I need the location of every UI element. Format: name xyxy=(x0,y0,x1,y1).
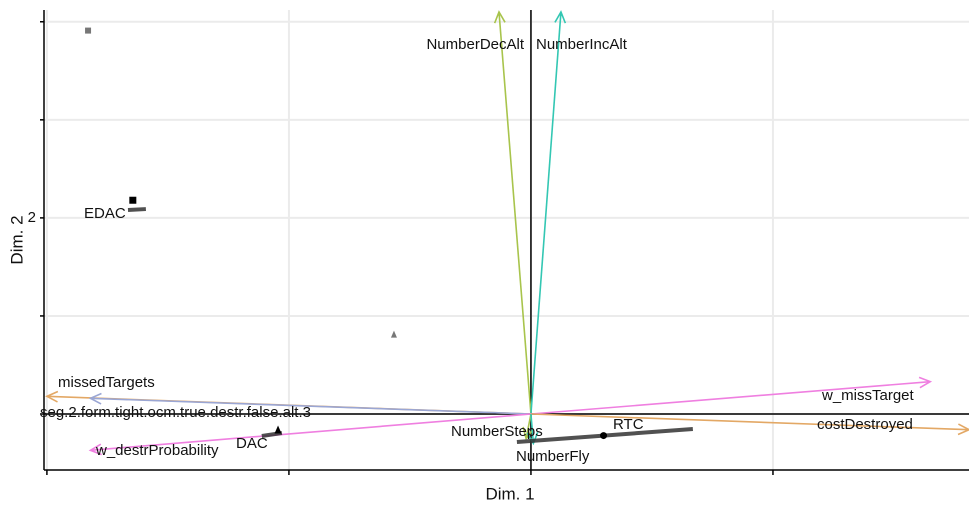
vector xyxy=(90,397,531,415)
point-label: RTC xyxy=(613,416,644,433)
vector xyxy=(525,413,532,439)
vector-label: NumberFly xyxy=(516,448,590,465)
point xyxy=(390,330,397,338)
vector-label: w_destrProbability xyxy=(95,442,219,459)
vector-label: costDestroyed xyxy=(817,416,913,433)
vector xyxy=(498,11,532,415)
spread-line xyxy=(127,207,146,213)
vector xyxy=(530,11,562,415)
vector xyxy=(90,413,532,452)
arrow-head xyxy=(554,10,567,24)
vector-label: missedTargets xyxy=(58,374,155,391)
point-label: DAC xyxy=(236,435,268,452)
spread-line xyxy=(261,431,283,438)
point xyxy=(85,27,92,34)
arrow-head xyxy=(526,431,539,446)
plot xyxy=(44,10,969,470)
point xyxy=(129,196,137,204)
point xyxy=(274,425,282,434)
vector xyxy=(530,380,931,415)
y-axis-title: Dim. 2 xyxy=(7,215,26,264)
arrow-head xyxy=(522,426,534,441)
y-tick-label: 2 xyxy=(28,209,36,226)
vector-label: w_missTarget xyxy=(821,387,915,404)
vector-label: seg.2.form.tight.ocm.true.destr.false.al… xyxy=(40,404,311,421)
vector xyxy=(530,413,969,431)
x-axis-title: Dim. 1 xyxy=(485,484,534,503)
arrow-head xyxy=(493,10,506,24)
vector xyxy=(530,413,535,444)
arrow-head xyxy=(957,423,969,436)
arrow-head xyxy=(88,443,102,456)
point xyxy=(600,432,608,440)
arrow-head xyxy=(45,390,59,403)
vector-label: NumberSteps xyxy=(451,423,543,440)
arrow-head xyxy=(88,392,102,405)
vector-label: NumberDecAlt xyxy=(426,36,524,53)
point-label: EDAC xyxy=(84,205,126,222)
arrow-head xyxy=(918,376,933,389)
vector-label: NumberIncAlt xyxy=(536,36,628,53)
